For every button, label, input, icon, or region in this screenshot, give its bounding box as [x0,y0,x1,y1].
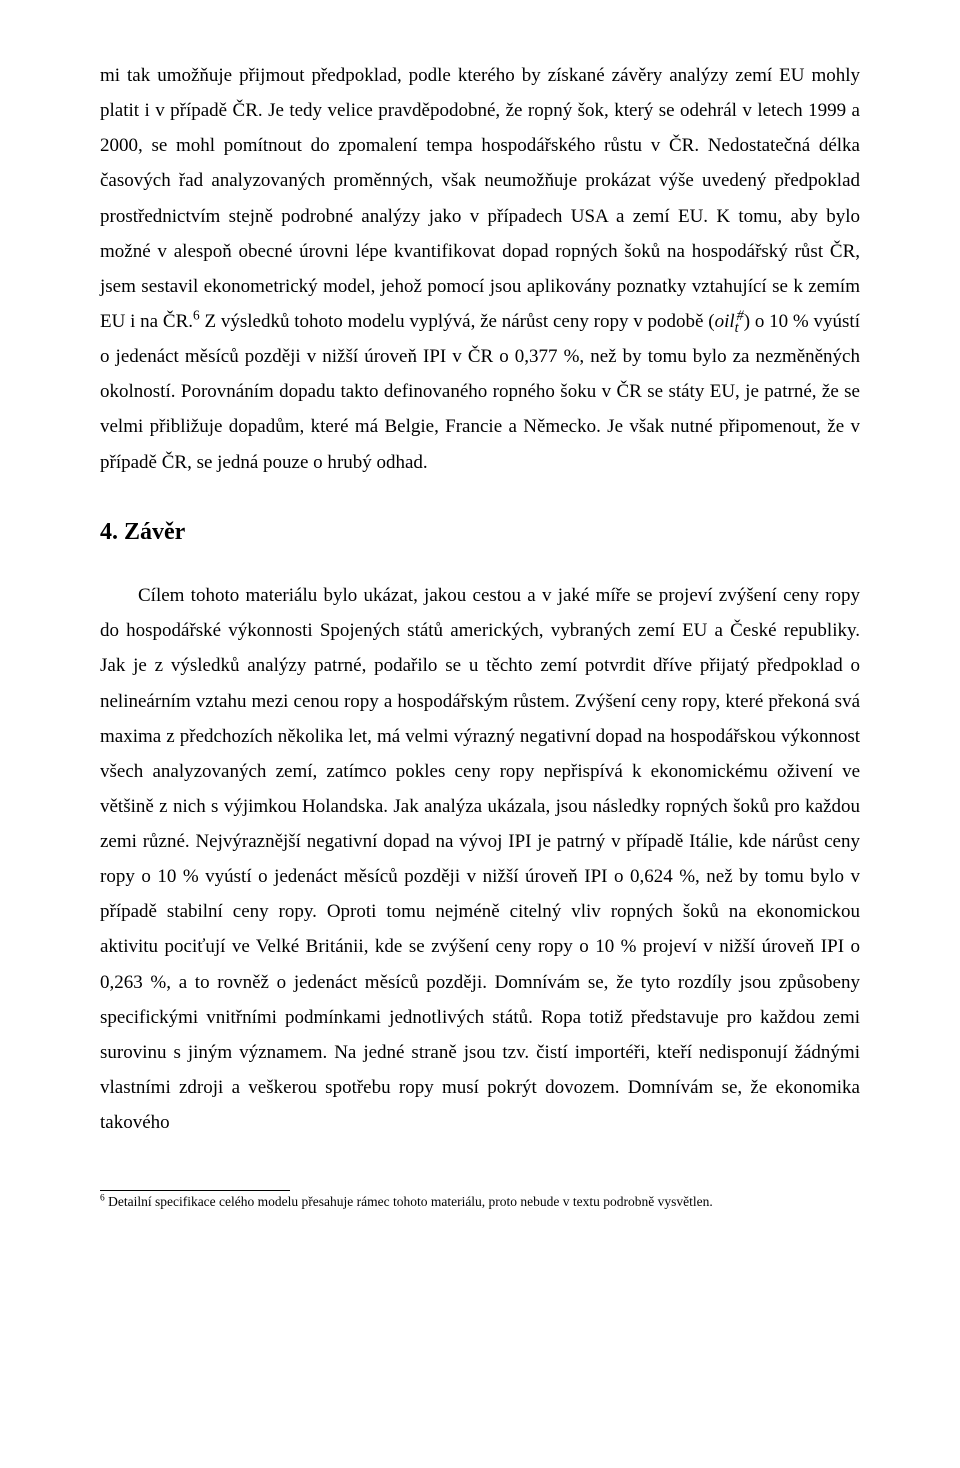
footnote-ref-6: 6 [193,308,200,323]
paragraph-1-text-b: Z výsledků tohoto modelu vyplývá, že nár… [200,311,715,332]
paragraph-2: Cílem tohoto materiálu bylo ukázat, jako… [100,578,860,1140]
oil-symbol: oil [715,311,735,332]
oil-variable: oilt# [715,311,744,332]
footnote-separator [100,1190,290,1191]
paragraph-1-text-a: mi tak umožňuje přijmout předpoklad, pod… [100,65,860,332]
paragraph-1-text-c: ) o 10 % vyústí o jedenáct měsíců pozděj… [100,311,860,473]
section-heading-zaver: 4. Závěr [100,510,860,554]
footnote-6: 6 Detailní specifikace celého modelu pře… [100,1193,860,1212]
footnote-text: Detailní specifikace celého modelu přesa… [105,1194,713,1209]
document-page: mi tak umožňuje přijmout předpoklad, pod… [0,0,960,1468]
oil-superscript: # [737,308,744,324]
paragraph-1: mi tak umožňuje přijmout předpoklad, pod… [100,58,860,480]
